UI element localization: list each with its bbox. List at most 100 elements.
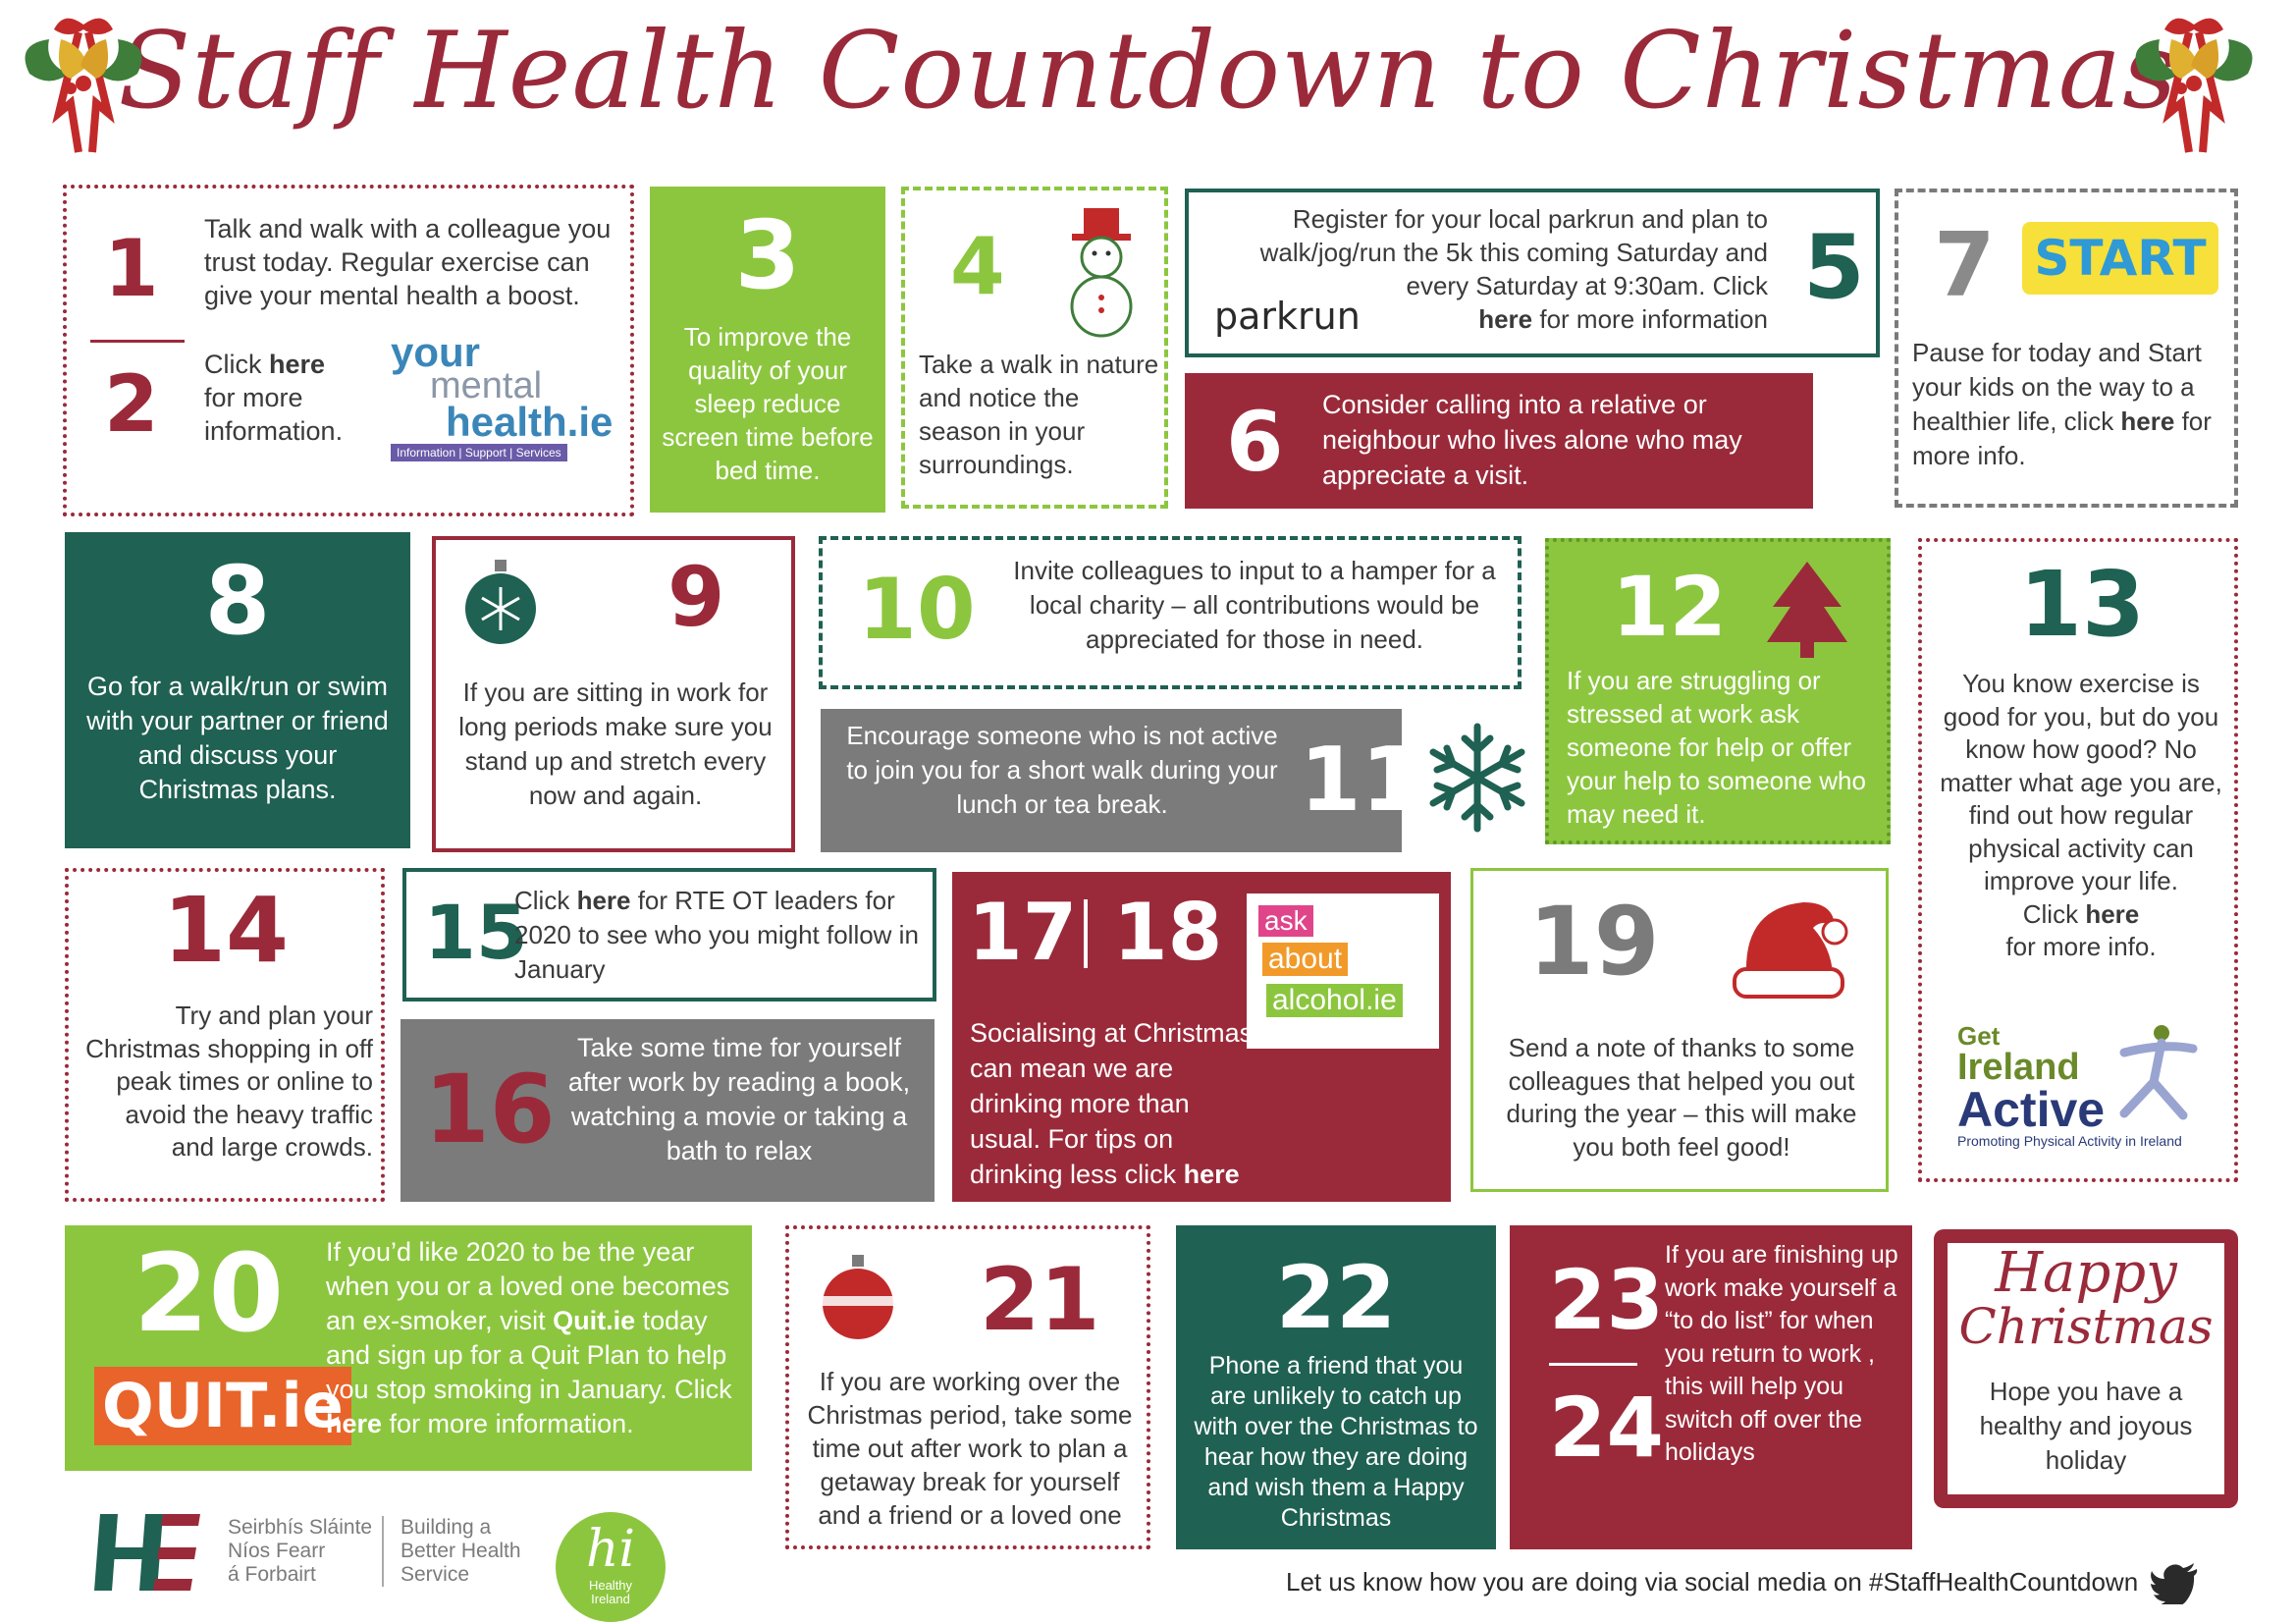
here-link[interactable]: here <box>326 1409 383 1438</box>
day-number: 21 <box>980 1249 1100 1350</box>
day-11-card: Encourage someone who is not active to j… <box>821 709 1422 852</box>
day-16-card: 16 Take some time for yourself after wor… <box>400 1019 934 1202</box>
day-text: Take some time for yourself after work b… <box>567 1033 911 1165</box>
day-1-2-card: 1 Talk and walk with a colleague you tru… <box>63 185 634 516</box>
day-text: Socialising at Christmas can mean we are… <box>970 1018 1254 1189</box>
here-link[interactable]: here <box>2085 898 2140 929</box>
day-text: Click here for RTE OT leaders for 2020 t… <box>514 886 919 984</box>
day-22-card: 22 Phone a friend that you are unlikely … <box>1176 1225 1496 1549</box>
day-9-card: 9 If you are sitting in work for long pe… <box>432 536 795 852</box>
day-text: Go for a walk/run or swim with your part… <box>86 672 389 804</box>
day-text: You know exercise is good for you, but d… <box>1940 669 2222 961</box>
here-link[interactable]: here <box>2120 406 2175 436</box>
hse-irish-text: Seirbhís Sláinte Níos Fearr á Forbairt <box>228 1516 385 1587</box>
divider <box>1084 899 1088 968</box>
santa-hat-icon <box>1733 902 1848 999</box>
healthy-ireland-logo[interactable]: hi Healthy Ireland <box>556 1512 666 1622</box>
ask-about-alcohol-logo[interactable]: ask about alcohol.ie <box>1247 893 1439 1049</box>
day-number: 13 <box>2018 552 2146 657</box>
day-text: If you are sitting in work for long peri… <box>458 677 773 810</box>
happy-christmas-card: Happy Christmas Hope you have a healthy … <box>1934 1229 2238 1508</box>
day-text: Try and plan your Christmas shopping in … <box>85 1001 373 1162</box>
day-number: 11 <box>1300 729 1423 832</box>
day-5-card: Register for your local parkrun and plan… <box>1185 189 1880 357</box>
day-number: 22 <box>1275 1247 1397 1348</box>
day-text: If you are working over the Christmas pe… <box>807 1367 1133 1530</box>
day-number: 8 <box>204 546 271 656</box>
happy-heading: Happy <box>1995 1241 2177 1305</box>
day-number: 19 <box>1528 887 1660 997</box>
day-number: 23 <box>1549 1252 1664 1348</box>
day-17-18-card: 17 18 ask about alcohol.ie Socialising a… <box>952 872 1451 1202</box>
bauble-icon <box>465 560 536 644</box>
day-12-card: 12 If you are struggling or stressed at … <box>1545 538 1891 844</box>
day-21-card: 21 If you are working over the Christmas… <box>785 1225 1150 1549</box>
day-text: If you’d like 2020 to be the year when y… <box>326 1237 732 1438</box>
day-number: 4 <box>950 221 1005 312</box>
day-number: 9 <box>667 549 725 645</box>
day-number: 10 <box>858 561 976 659</box>
day-20-card: 20 QUIT.ie If you’d like 2020 to be the … <box>65 1225 752 1471</box>
here-link[interactable]: here <box>576 886 631 915</box>
holly-bells-icon <box>2135 18 2253 153</box>
quit-logo[interactable]: QUIT.ie <box>94 1367 351 1445</box>
day-number: 14 <box>162 878 290 983</box>
bauble-icon <box>823 1255 893 1339</box>
parkrun-logo[interactable]: parkrun <box>1214 295 1361 338</box>
get-ireland-active-logo[interactable]: Get Ireland Active Promoting Physical Ac… <box>1957 1023 2222 1149</box>
your-mental-health-logo[interactable]: your mental health.ie Information | Supp… <box>391 329 614 461</box>
day-text: If you are struggling or stressed at wor… <box>1567 666 1866 829</box>
happy-text: Hope you have a healthy and joyous holid… <box>1979 1377 2193 1475</box>
divider <box>90 340 185 343</box>
day-number: 12 <box>1612 559 1727 655</box>
day-3-card: 3 To improve the quality of your sleep r… <box>650 187 885 513</box>
day-7-card: 7 START Pause for today and Start your k… <box>1895 189 2238 508</box>
christmas-tree-icon <box>1767 562 1847 658</box>
day-number: 18 <box>1113 887 1223 978</box>
day-23-24-card: 23 24 If you are finishing up work make … <box>1510 1225 1912 1549</box>
day-number: 15 <box>424 889 528 976</box>
day-text: Consider calling into a relative or neig… <box>1322 390 1742 490</box>
day-15-card: 15 Click here for RTE OT leaders for 202… <box>402 868 936 1001</box>
holly-bells-icon <box>25 18 142 153</box>
day-13-card: 13 You know exercise is good for you, bu… <box>1918 538 2238 1182</box>
day-number: 20 <box>133 1230 285 1356</box>
day-6-card: 6 Consider calling into a relative or ne… <box>1185 373 1813 509</box>
day-text: Click here for more information. <box>204 350 344 446</box>
day-text: Register for your local parkrun and plan… <box>1259 204 1768 334</box>
snowflake-icon <box>1429 723 1525 833</box>
day-number: 3 <box>734 200 801 310</box>
day-text: Pause for today and Start your kids on t… <box>1912 338 2212 470</box>
active-figure-icon <box>2119 1025 2198 1120</box>
divider <box>1549 1363 1637 1366</box>
day-number: 7 <box>1934 214 1996 317</box>
twitter-icon[interactable] <box>2150 1563 2199 1604</box>
day-19-card: 19 Send a note of thanks to some colleag… <box>1470 868 1889 1192</box>
day-number: 5 <box>1803 216 1865 319</box>
page-title: Staff Health Countdown to Christmas <box>118 10 2178 133</box>
day-text: Encourage someone who is not active to j… <box>846 721 1278 819</box>
footer-text: Let us know how you are doing via social… <box>1286 1567 2139 1597</box>
start-logo[interactable]: START <box>2022 222 2218 295</box>
day-10-card: 10 Invite colleagues to input to a hampe… <box>819 536 1522 689</box>
day-text: To improve the quality of your sleep red… <box>662 322 874 485</box>
day-number: 16 <box>424 1055 556 1164</box>
hse-logo[interactable] <box>94 1508 202 1597</box>
day-text: Send a note of thanks to some colleagues… <box>1506 1033 1857 1162</box>
day-text: Phone a friend that you are unlikely to … <box>1194 1352 1478 1532</box>
day-14-card: 14 Try and plan your Christmas shopping … <box>65 868 385 1202</box>
here-link[interactable]: here <box>1478 304 1533 334</box>
day-text: Take a walk in nature and notice the sea… <box>919 350 1159 479</box>
here-link[interactable]: here <box>1183 1160 1240 1189</box>
day-number: 1 <box>104 223 159 314</box>
day-number: 24 <box>1549 1380 1664 1476</box>
day-text: If you are finishing up work make yourse… <box>1665 1241 1898 1466</box>
day-4-card: 4 Take a walk in nature and notice the s… <box>901 187 1168 509</box>
day-text: Talk and walk with a colleague you trust… <box>204 214 612 310</box>
day-number: 2 <box>104 358 159 450</box>
hse-mark-icon <box>94 1514 200 1591</box>
day-8-card: 8 Go for a walk/run or swim with your pa… <box>65 532 410 848</box>
here-link[interactable]: here <box>269 350 326 379</box>
day-text: Invite colleagues to input to a hamper f… <box>1013 556 1496 654</box>
hse-english-text: Building a Better Health Service <box>400 1516 521 1586</box>
